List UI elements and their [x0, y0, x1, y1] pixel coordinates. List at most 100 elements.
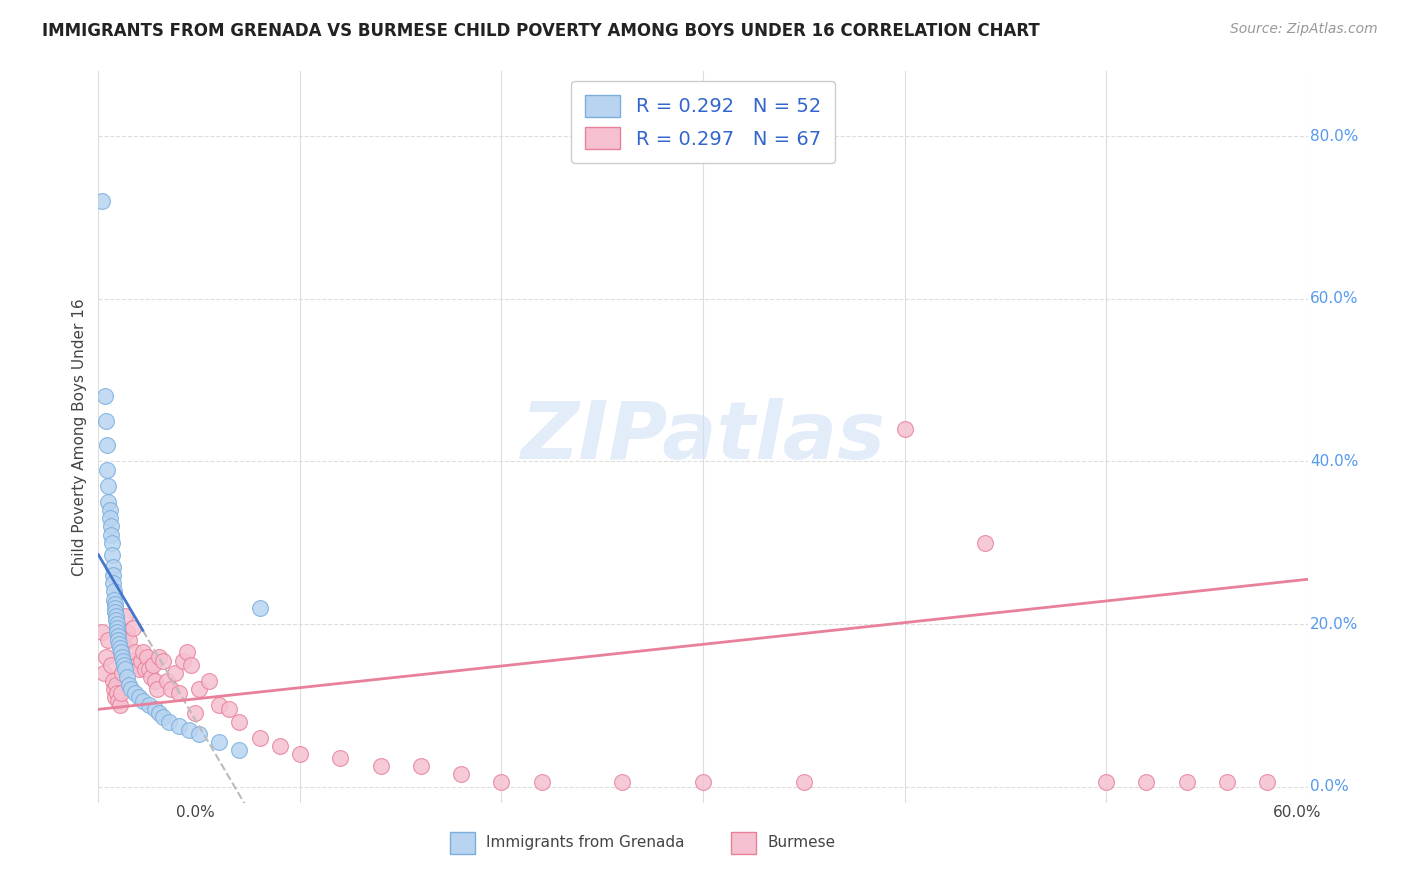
Point: [101, 560, 124, 574]
Point: [110, 686, 132, 700]
Point: [114, 608, 136, 623]
Point: [218, 702, 240, 716]
Text: 20.0%: 20.0%: [1310, 616, 1358, 632]
Point: [179, 723, 201, 737]
Point: [103, 597, 125, 611]
Point: [97, 495, 120, 509]
Point: [110, 645, 132, 659]
Point: [249, 600, 271, 615]
Point: [134, 662, 156, 676]
Point: [893, 422, 915, 436]
Point: [176, 645, 198, 659]
Point: [156, 673, 179, 688]
Point: [692, 775, 714, 789]
Point: [91, 625, 114, 640]
Point: [152, 654, 174, 668]
Point: [172, 654, 194, 668]
Point: [157, 714, 180, 729]
Point: [100, 527, 122, 541]
Point: [974, 535, 997, 549]
Point: [100, 519, 122, 533]
Point: [104, 608, 127, 623]
Text: Source: ZipAtlas.com: Source: ZipAtlas.com: [1230, 22, 1378, 37]
Point: [107, 633, 129, 648]
Point: [1175, 775, 1198, 789]
Point: [100, 657, 122, 672]
Point: [208, 698, 231, 713]
Point: [138, 698, 160, 713]
Point: [208, 735, 231, 749]
Point: [160, 681, 183, 696]
Point: [530, 775, 553, 789]
Point: [249, 731, 271, 745]
Point: [180, 657, 202, 672]
Text: IMMIGRANTS FROM GRENADA VS BURMESE CHILD POVERTY AMONG BOYS UNDER 16 CORRELATION: IMMIGRANTS FROM GRENADA VS BURMESE CHILD…: [42, 22, 1040, 40]
Point: [793, 775, 815, 789]
Point: [370, 759, 392, 773]
Point: [167, 686, 190, 700]
Point: [120, 654, 142, 668]
Point: [163, 665, 186, 680]
Point: [152, 710, 174, 724]
Point: [94, 389, 117, 403]
Point: [96, 462, 118, 476]
Point: [115, 625, 138, 640]
Point: [1095, 775, 1118, 789]
Point: [101, 548, 124, 562]
Point: [104, 605, 127, 619]
Point: [198, 673, 221, 688]
Point: [104, 600, 127, 615]
Point: [121, 621, 143, 635]
Text: 0.0%: 0.0%: [1310, 779, 1348, 794]
Point: [1256, 775, 1278, 789]
Point: [103, 584, 125, 599]
Point: [139, 670, 162, 684]
Point: [91, 194, 114, 209]
Text: ZIPatlas: ZIPatlas: [520, 398, 886, 476]
Point: [111, 637, 134, 651]
Y-axis label: Child Poverty Among Boys Under 16: Child Poverty Among Boys Under 16: [72, 298, 87, 576]
Point: [148, 649, 170, 664]
Point: [135, 649, 157, 664]
Point: [103, 681, 125, 696]
Point: [148, 706, 170, 721]
Point: [409, 759, 432, 773]
Point: [138, 662, 160, 676]
Text: 60.0%: 60.0%: [1272, 805, 1320, 820]
Text: Burmese: Burmese: [768, 836, 835, 850]
Text: 0.0%: 0.0%: [176, 805, 215, 820]
Point: [103, 690, 125, 705]
Point: [114, 662, 136, 676]
Point: [129, 654, 152, 668]
Point: [118, 678, 141, 692]
Point: [105, 686, 128, 700]
Point: [612, 775, 634, 789]
Point: [101, 673, 124, 688]
Point: [98, 511, 121, 525]
Point: [128, 662, 150, 676]
Point: [101, 568, 124, 582]
Point: [97, 633, 120, 648]
Point: [132, 645, 155, 659]
Point: [143, 702, 166, 716]
Point: [1135, 775, 1157, 789]
Point: [107, 637, 129, 651]
Text: 80.0%: 80.0%: [1310, 128, 1358, 144]
Point: [110, 649, 132, 664]
Point: [167, 718, 190, 732]
Point: [120, 681, 142, 696]
Point: [188, 681, 211, 696]
Point: [115, 670, 138, 684]
Point: [97, 479, 120, 493]
Point: [188, 727, 211, 741]
Point: [112, 657, 135, 672]
Point: [107, 629, 129, 643]
Point: [103, 592, 125, 607]
Point: [228, 714, 250, 729]
Point: [98, 503, 121, 517]
Point: [128, 690, 150, 705]
Text: 60.0%: 60.0%: [1310, 292, 1358, 307]
Point: [146, 681, 169, 696]
Point: [142, 657, 165, 672]
Point: [288, 747, 311, 761]
